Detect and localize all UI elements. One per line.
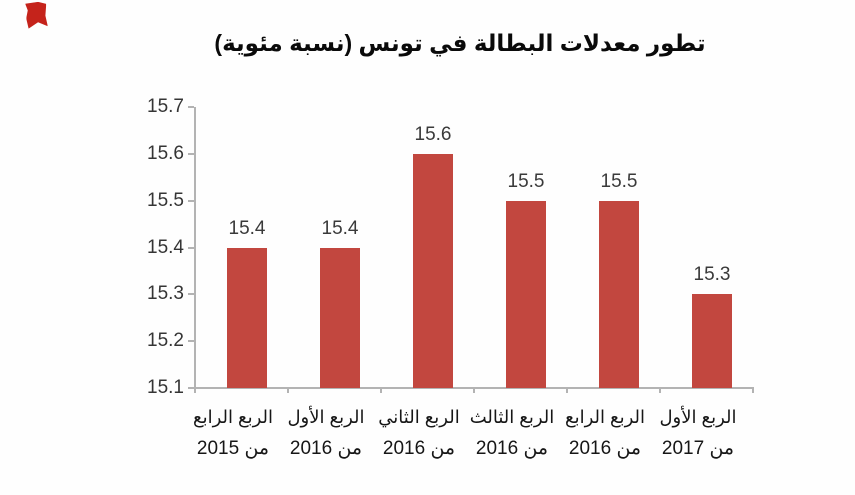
x-category-year: من 2016 bbox=[382, 438, 456, 459]
x-tick-mark bbox=[659, 387, 661, 393]
x-category-quarter: الربع الثالث bbox=[469, 407, 555, 427]
bar-value-label: 15.4 bbox=[321, 217, 359, 239]
x-category-quarter: الربع الرابع bbox=[192, 407, 273, 427]
bar-value-label: 15.4 bbox=[228, 217, 266, 239]
x-category-year: من 2016 bbox=[568, 438, 642, 459]
chart-title: تطور معدلات البطالة في تونس (نسبة مئوية) bbox=[214, 30, 706, 56]
y-tick-mark bbox=[188, 293, 194, 296]
bar bbox=[227, 247, 267, 388]
x-category-year: من 2017 bbox=[661, 438, 735, 459]
y-tick-mark bbox=[188, 246, 194, 249]
x-category-quarter: الربع الثاني bbox=[378, 407, 460, 427]
y-axis-tick-label: 15.1 bbox=[147, 377, 184, 398]
x-category-label: الربع الثالث من 2016 bbox=[463, 401, 561, 465]
y-tick-mark bbox=[188, 152, 194, 155]
y-tick-mark bbox=[188, 199, 194, 202]
y-axis-tick-label: 15.5 bbox=[147, 189, 184, 211]
x-tick-mark bbox=[287, 387, 289, 393]
x-category-quarter: الربع الأول bbox=[287, 407, 365, 427]
bar-value-label: 15.5 bbox=[600, 170, 638, 192]
x-category-year: من 2016 bbox=[475, 438, 549, 459]
x-category-year: من 2015 bbox=[196, 438, 270, 459]
x-category-label: الربع الأول من 2017 bbox=[649, 401, 747, 465]
bar-value-label: 15.6 bbox=[414, 123, 452, 145]
bar-value-label: 15.3 bbox=[693, 264, 731, 286]
x-tick-mark bbox=[194, 387, 196, 393]
x-category-quarter: الربع الرابع bbox=[564, 407, 645, 427]
bar bbox=[599, 200, 639, 388]
y-axis-tick-label: 15.4 bbox=[147, 236, 184, 258]
y-axis-tick-label: 15.2 bbox=[147, 330, 184, 352]
x-category-year: من 2016 bbox=[289, 438, 363, 459]
y-axis-tick-label: 15.3 bbox=[147, 283, 184, 305]
y-tick-mark bbox=[188, 387, 194, 389]
y-axis-tick-label: 15.7 bbox=[147, 96, 184, 117]
y-axis-line bbox=[194, 107, 196, 390]
y-axis-tick-label: 15.6 bbox=[147, 142, 184, 164]
x-tick-mark bbox=[380, 387, 382, 393]
x-category-label: الربع الرابع من 2015 bbox=[184, 401, 282, 465]
x-tick-mark bbox=[473, 387, 475, 393]
x-category-quarter: الربع الأول bbox=[659, 407, 737, 427]
bar bbox=[692, 294, 732, 388]
site-logo-fragment-icon bbox=[25, 1, 48, 28]
bar-value-label: 15.5 bbox=[507, 170, 545, 192]
x-category-label: الربع الأول من 2016 bbox=[277, 401, 375, 465]
x-tick-mark bbox=[752, 387, 754, 393]
x-category-label: الربع الرابع من 2016 bbox=[556, 401, 654, 465]
y-tick-mark bbox=[188, 340, 194, 343]
y-tick-mark bbox=[188, 106, 194, 108]
bar bbox=[320, 247, 360, 388]
bar bbox=[506, 200, 546, 388]
x-tick-mark bbox=[566, 387, 568, 393]
bar bbox=[413, 153, 453, 388]
x-category-label: الربع الثاني من 2016 bbox=[370, 401, 468, 465]
